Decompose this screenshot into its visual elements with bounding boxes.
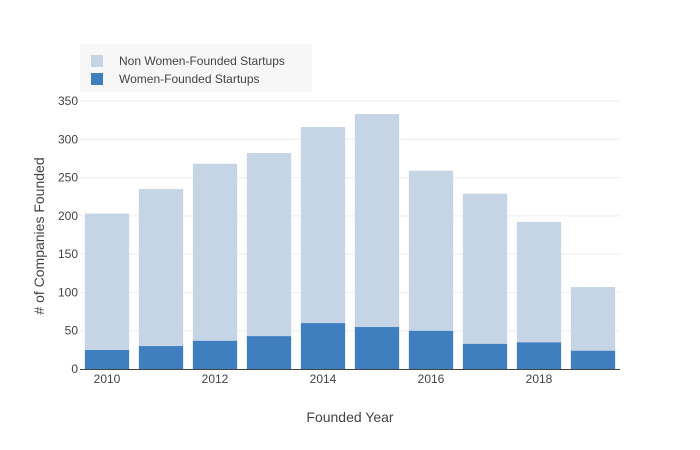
bar-non-women-founded — [139, 189, 183, 346]
x-axis-title: Founded Year — [306, 409, 394, 425]
x-tick-label: 2018 — [526, 372, 553, 386]
x-tick-label: 2010 — [94, 372, 121, 386]
y-tick-label: 250 — [58, 171, 78, 185]
x-tick-labels: 2010 2012 2014 2016 2018 — [94, 372, 553, 386]
bar-women-founded — [193, 341, 237, 369]
y-tick-label: 200 — [58, 209, 78, 223]
bar-women-founded — [85, 350, 129, 369]
bar-women-founded — [571, 351, 615, 369]
bar-women-founded — [139, 346, 183, 369]
y-tick-label: 50 — [65, 324, 79, 338]
bar-non-women-founded — [355, 114, 399, 327]
y-tick-label: 350 — [58, 94, 78, 108]
bar-non-women-founded — [571, 287, 615, 351]
bar-non-women-founded — [409, 171, 453, 331]
y-tick-label: 100 — [58, 285, 78, 299]
legend-label: Non Women-Founded Startups — [119, 54, 285, 68]
y-axis-title: # of Companies Founded — [31, 157, 47, 314]
bar-non-women-founded — [85, 214, 129, 350]
y-tick-label: 150 — [58, 247, 78, 261]
legend-swatch — [91, 55, 103, 67]
bar-women-founded — [301, 323, 345, 369]
y-tick-label: 0 — [71, 362, 78, 376]
bar-non-women-founded — [193, 164, 237, 341]
bar-women-founded — [517, 342, 561, 369]
bar-women-founded — [355, 327, 399, 369]
bar-non-women-founded — [247, 153, 291, 336]
bar-women-founded — [247, 336, 291, 369]
legend-swatch — [91, 73, 103, 85]
bar-women-founded — [463, 344, 507, 369]
x-tick-label: 2014 — [310, 372, 337, 386]
bar-women-founded — [409, 331, 453, 369]
bar-non-women-founded — [301, 127, 345, 323]
x-tick-label: 2016 — [418, 372, 445, 386]
bar-non-women-founded — [517, 222, 561, 342]
y-tick-label: 300 — [58, 132, 78, 146]
x-tick-label: 2012 — [202, 372, 229, 386]
y-tick-labels: 0 50 100 150 200 250 300 350 — [58, 94, 78, 376]
bar-non-women-founded — [463, 194, 507, 344]
legend-label: Women-Founded Startups — [119, 72, 260, 86]
